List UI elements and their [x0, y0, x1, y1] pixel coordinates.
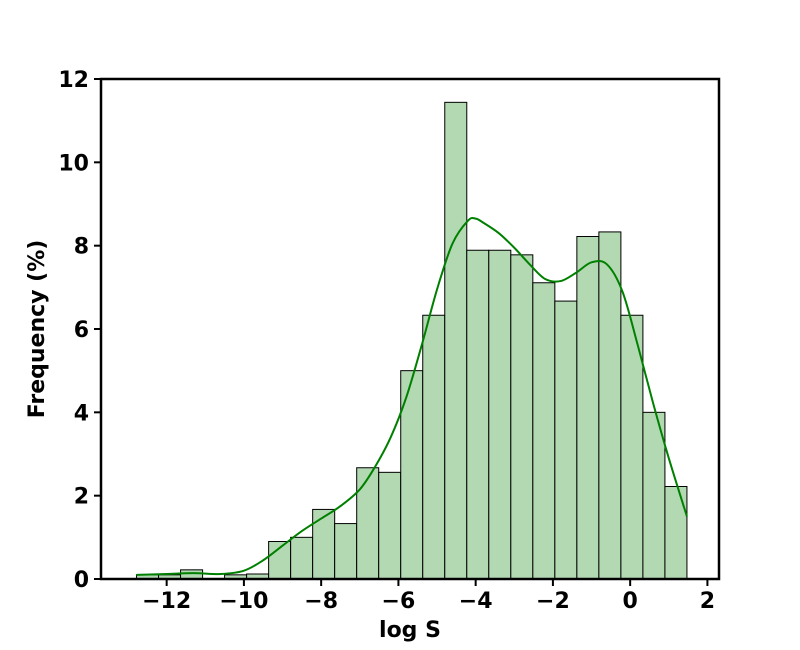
y-tick-label: 0: [74, 568, 89, 593]
histogram-bar-8: [312, 508, 336, 580]
histogram-bar-18: [532, 282, 556, 580]
x-axis-label: log S: [379, 618, 441, 643]
x-tick-label: −12: [142, 589, 191, 614]
histogram-bars: [136, 101, 688, 580]
x-tick-label: −4: [459, 589, 493, 614]
x-tick-label: 0: [623, 589, 638, 614]
histogram-bar-13: [422, 314, 446, 580]
histogram-bar-9: [334, 523, 358, 580]
y-tick-label: 8: [74, 235, 89, 260]
histogram-bar-16: [488, 249, 512, 580]
y-tick-label: 10: [58, 151, 89, 176]
x-tick-label: −8: [304, 589, 338, 614]
histogram-bar-15: [466, 249, 490, 580]
histogram-bar-17: [510, 254, 534, 580]
kde-curve: [136, 216, 688, 576]
histogram-bar-7: [290, 536, 314, 580]
histogram-bar-21: [598, 231, 622, 580]
x-tick-label: −6: [382, 589, 416, 614]
histogram-bar-23: [642, 411, 666, 580]
histogram-bar-11: [378, 471, 402, 580]
y-axis-label: Frequency (%): [25, 240, 50, 419]
histogram-bar-14: [444, 101, 468, 580]
y-tick-label: 2: [74, 485, 89, 510]
histogram-bar-10: [356, 467, 380, 580]
histogram-bar-19: [554, 300, 578, 580]
plot-frame: [99, 77, 721, 581]
x-tick-label: 2: [700, 589, 715, 614]
x-tick-label: −10: [219, 589, 268, 614]
y-tick-label: 12: [58, 68, 89, 93]
histogram-bar-2: [180, 569, 204, 580]
y-tick-label: 4: [74, 401, 89, 426]
axis-ticks: −12 −10 −8 −6 −4 −2 0 2 0 2 4 6 8 10 12: [58, 68, 715, 614]
histogram-bar-20: [576, 236, 600, 580]
x-tick-label: −2: [536, 589, 570, 614]
y-tick-label: 6: [74, 318, 89, 343]
histogram-bar-24: [664, 486, 688, 580]
